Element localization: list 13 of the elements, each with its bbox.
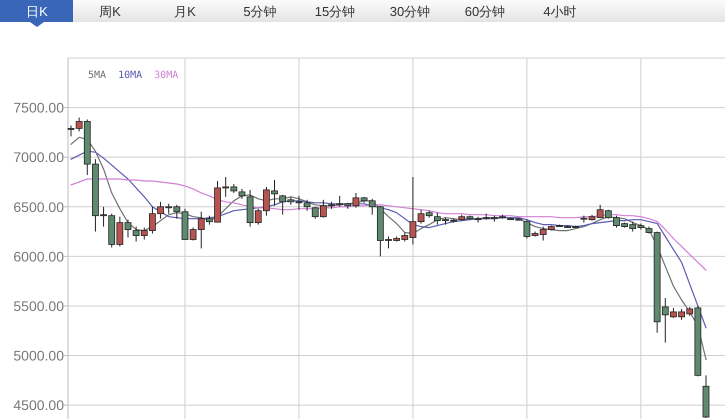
y-tick-label: 6500.00 (13, 198, 64, 215)
legend: 5MA 10MA 30MA (88, 70, 178, 81)
line-series (70, 178, 707, 271)
y-tick-label: 4500.00 (13, 397, 64, 414)
y-tick-label: 6000.00 (13, 248, 64, 264)
y-tick-label: 5500.00 (13, 298, 64, 314)
tabs: 日K 周K 月K 5分钟 15分钟 30分钟 60分钟 4小时 (0, 0, 725, 27)
y-tick-label: 7000.00 (13, 149, 64, 166)
y-tick-label: 5000.00 (13, 348, 64, 364)
candlestick (238, 188, 246, 200)
line-series (70, 150, 707, 328)
line-series (70, 136, 707, 360)
y-tick-label: 7500.00 (13, 100, 64, 116)
